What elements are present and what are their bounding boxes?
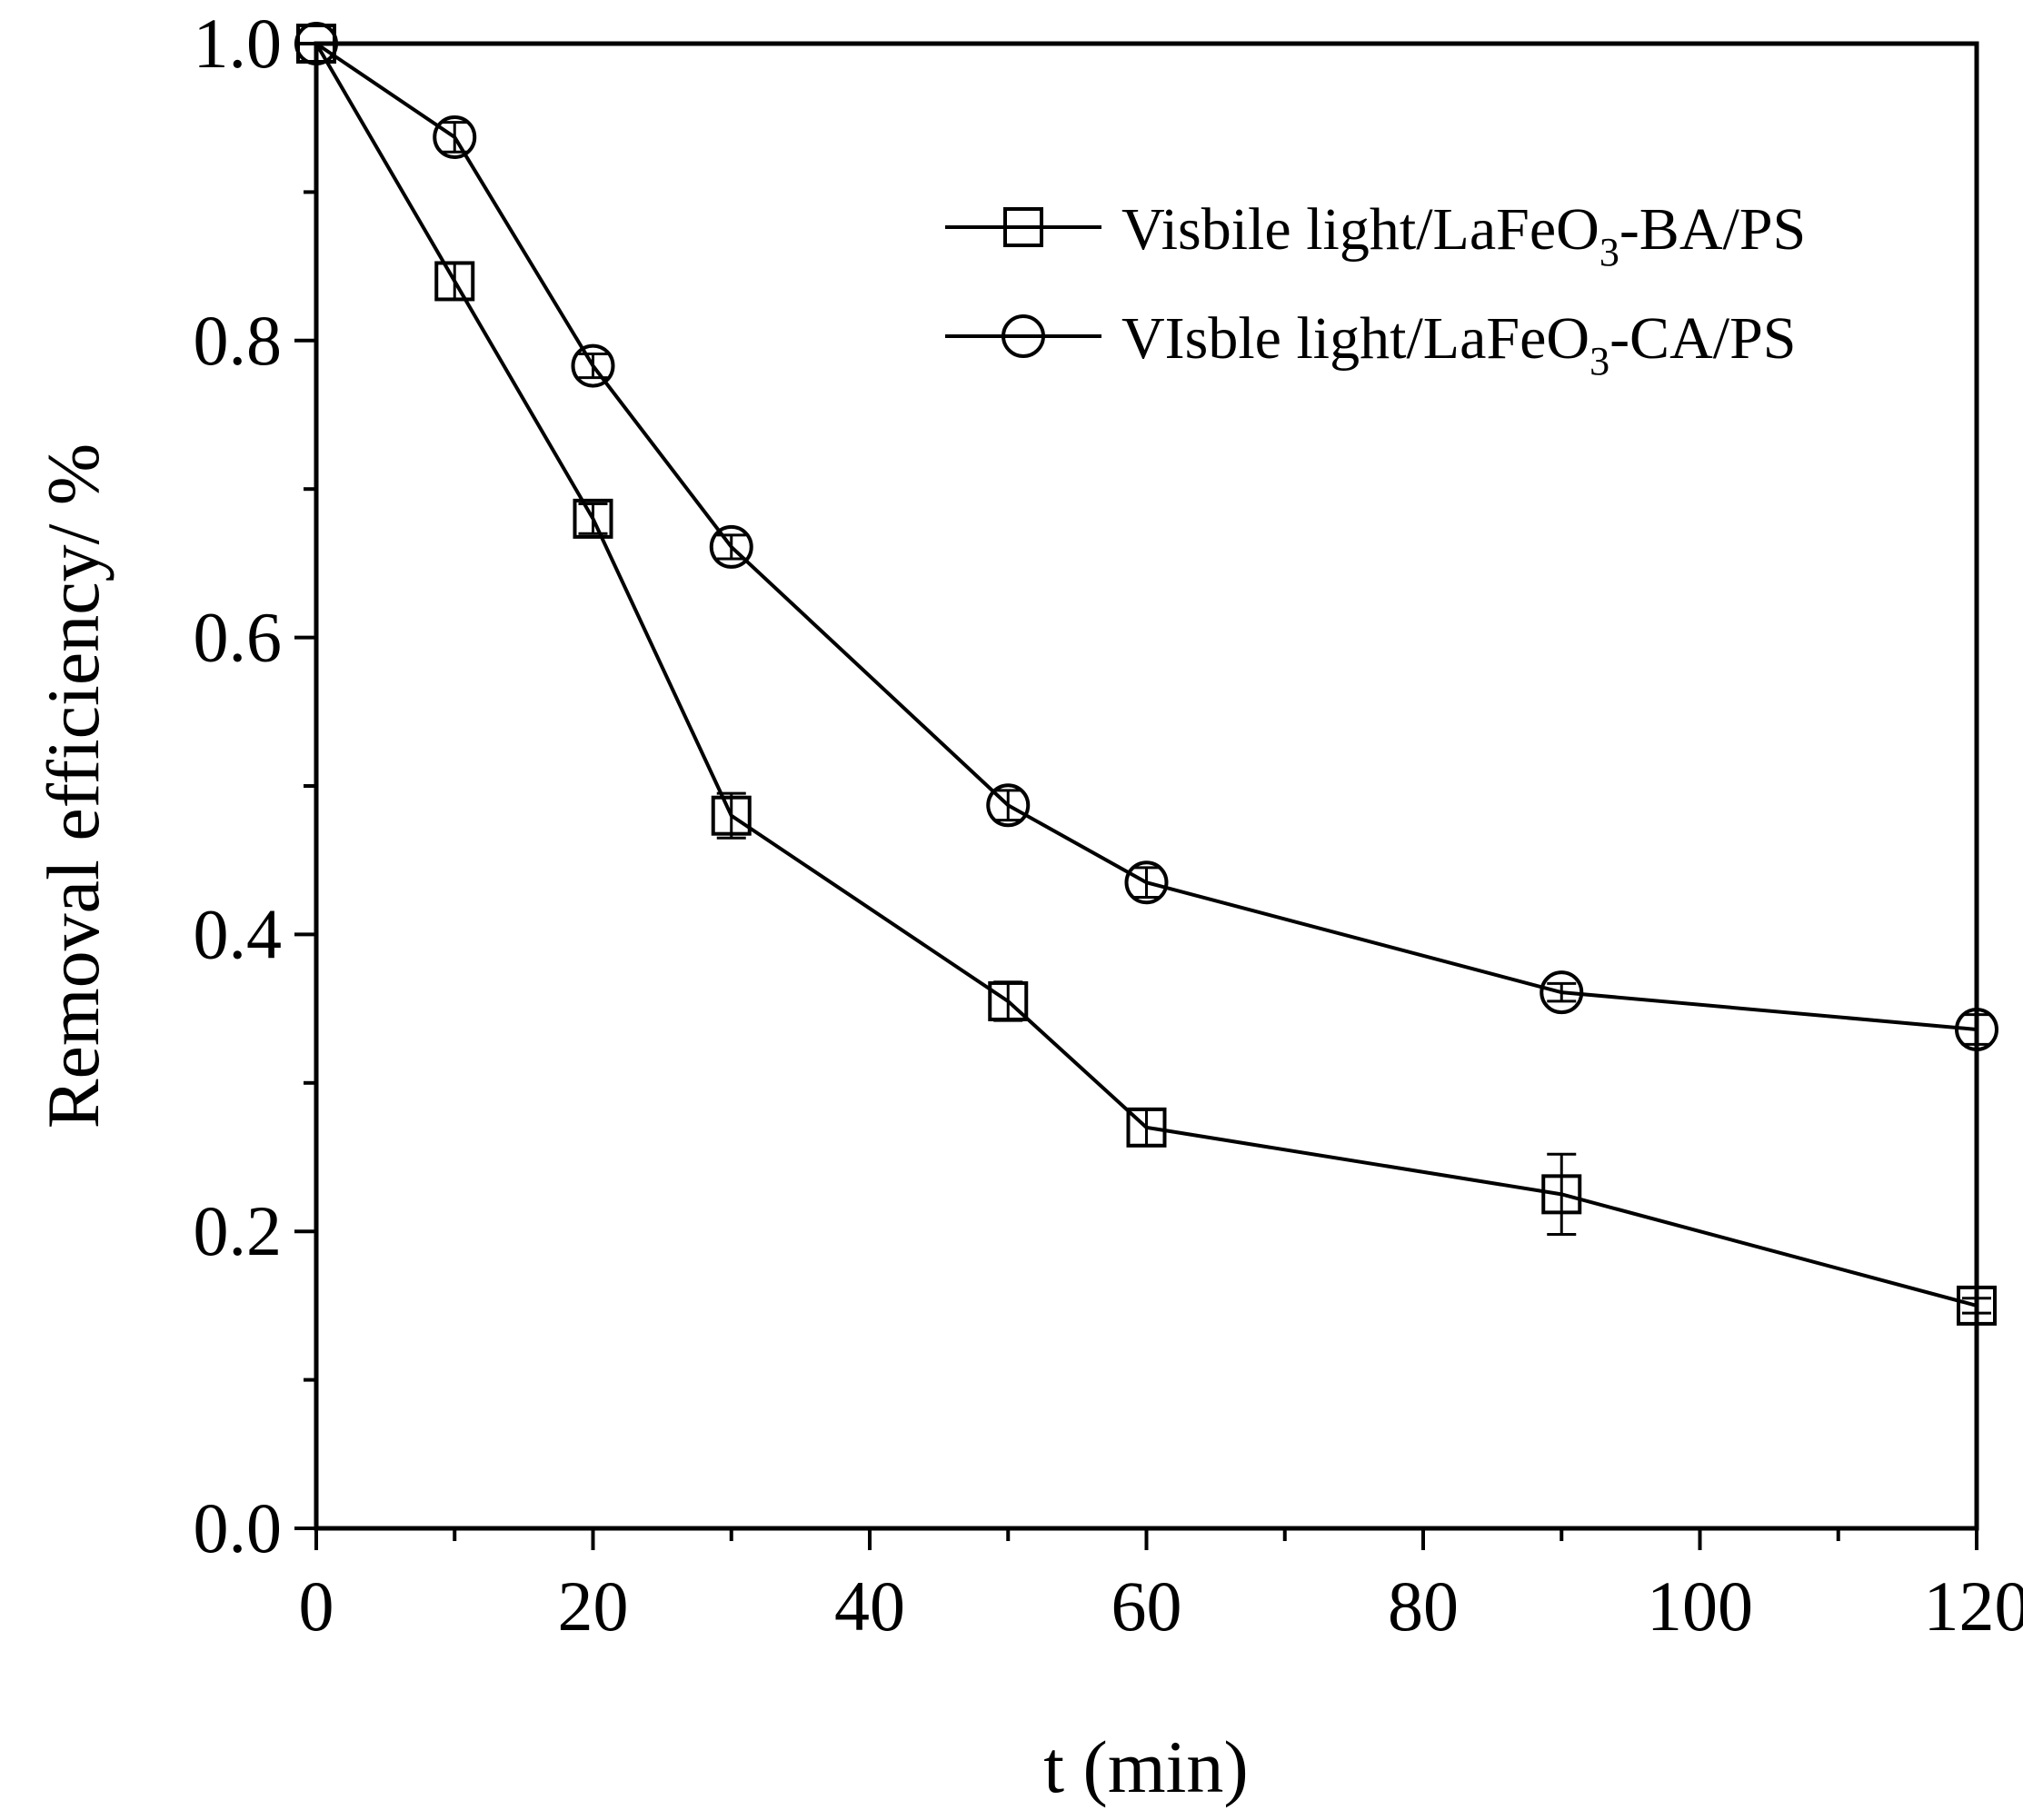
data-point bbox=[571, 343, 615, 388]
y-tick-label: 0.6 bbox=[194, 598, 283, 677]
x-tick-label: 60 bbox=[1111, 1566, 1182, 1646]
axis-ticks: 0 20 40 60 80 100 120 0.0 0.2 0.4 0.6 0.8 1.0 bbox=[194, 4, 2023, 1646]
x-tick-label: 20 bbox=[558, 1566, 629, 1646]
x-tick-label: 0 bbox=[299, 1566, 334, 1646]
y-axis-label: Removal efficiency/ % bbox=[32, 443, 115, 1129]
legend-label: VIsble light/LaFeO3-CA/PS bbox=[1121, 305, 1797, 383]
x-tick-label: 80 bbox=[1388, 1566, 1459, 1646]
data-point bbox=[573, 498, 613, 539]
x-tick-label: 100 bbox=[1647, 1566, 1753, 1646]
series-circle bbox=[294, 22, 1998, 1051]
series-line bbox=[314, 42, 1978, 1031]
data-point bbox=[434, 261, 475, 302]
y-tick-label: 1.0 bbox=[194, 4, 283, 83]
data-point bbox=[709, 524, 753, 569]
legend-marker-circle bbox=[1002, 314, 1045, 358]
data-point bbox=[986, 783, 1031, 828]
data-point bbox=[988, 980, 1029, 1021]
legend: Visbile light/LaFeO3-BA/PS VIsble light/L… bbox=[945, 196, 1806, 383]
y-tick-label: 0.4 bbox=[194, 894, 283, 973]
data-point bbox=[433, 114, 477, 159]
x-tick-label: 120 bbox=[1924, 1566, 2023, 1646]
y-tick-label: 0.0 bbox=[194, 1488, 283, 1567]
data-point bbox=[1540, 970, 1584, 1015]
x-axis-label: t (min) bbox=[1043, 1726, 1248, 1808]
legend-label: Visbile light/LaFeO3-BA/PS bbox=[1121, 196, 1806, 274]
data-point bbox=[1541, 1174, 1582, 1215]
y-tick-label: 0.2 bbox=[194, 1191, 283, 1270]
plot-series bbox=[294, 22, 1998, 1326]
data-point bbox=[1126, 1107, 1167, 1148]
plot-frame bbox=[314, 41, 1979, 1531]
legend-marker-square bbox=[1003, 207, 1043, 247]
y-tick-label: 0.8 bbox=[194, 301, 283, 380]
series-square bbox=[296, 24, 1997, 1326]
data-point bbox=[1124, 860, 1169, 905]
series-line bbox=[314, 42, 1978, 1308]
data-point bbox=[711, 795, 752, 836]
x-tick-label: 40 bbox=[834, 1566, 905, 1646]
